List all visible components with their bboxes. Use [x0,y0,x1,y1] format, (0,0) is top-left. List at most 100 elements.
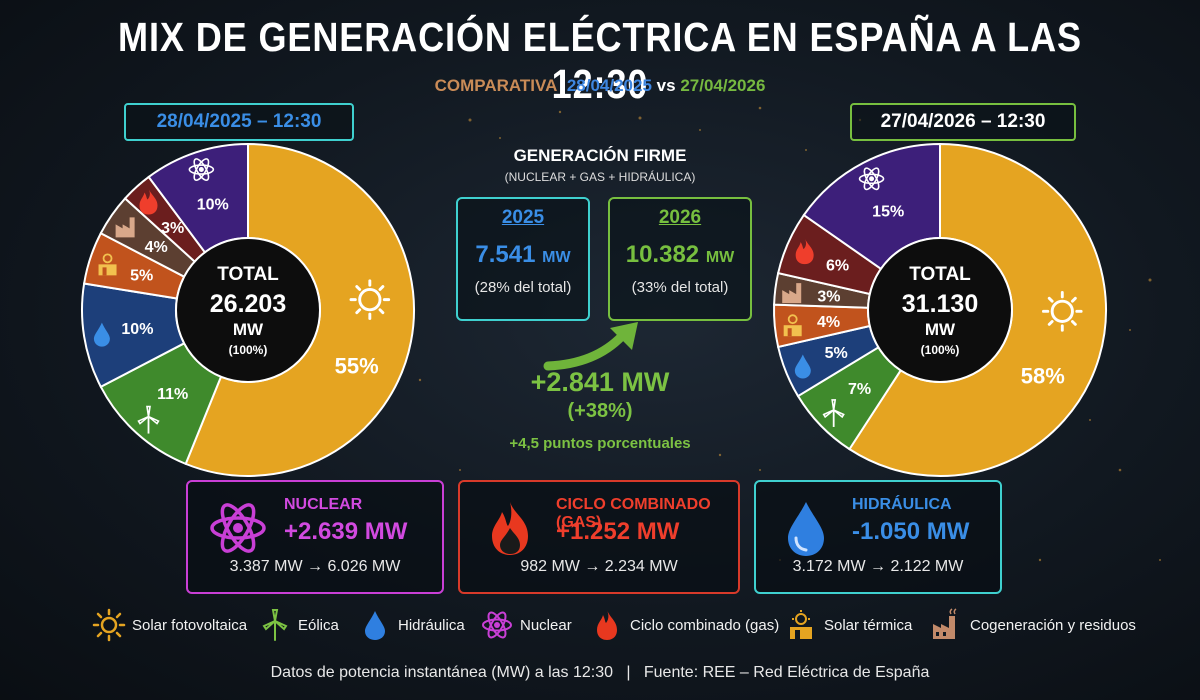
legend-item-gas: Ciclo combinado (gas) [590,603,779,647]
legend-label: Ciclo combinado (gas) [630,616,780,634]
date-badge-2026: 27/04/2026 – 12:30 [850,103,1076,141]
solar_pv-slice-icon [349,279,391,320]
nuclear-slice-icon [858,167,885,191]
page-title: MIX DE GENERACIÓN ELÉCTRICA EN ESPAÑA A … [118,14,1082,107]
slice-label-solar_thermal: 4% [817,314,840,331]
flame-icon [492,502,528,555]
card-gas: CICLO COMBINADO (GAS) +1.252 MW 982 MW →… [458,480,740,594]
firm-box-2026: 2026 10.382 MW (33% del total) [608,197,752,321]
legend-item-wind: Eólica [258,603,339,647]
solar_thermal-slice-icon [98,253,117,276]
legend-label: Hidráulica [398,616,465,634]
legend-item-solar-thermal: Solar térmica [784,603,912,647]
atom-icon [482,611,512,639]
firm-year-2025: 2025 [501,207,545,228]
delta-pct: (+38%) [567,400,633,422]
firm-delta: +2.841 MW (+38%) +4,5 puntos porcentuale… [440,367,760,452]
total-pct: (100%) [921,343,960,357]
donut-chart-2026: 58% 7% 5% 4% 3% 6% 15% TOTAL 31.130 MW (100%) [773,142,1107,477]
page-subtitle: COMPARATIVA 28/04/2025 vs 27/04/2026 [0,76,1200,96]
hydro-slice-icon [794,354,811,379]
firm-title: GENERACIÓN FIRME [513,146,687,165]
footer-left: Datos de potencia instantánea (MW) a las… [270,664,614,681]
factory-icon [933,608,957,639]
wind-slice-icon [822,399,845,427]
cogen-slice-icon [782,283,802,304]
slice-label-cogen: 4% [145,239,168,256]
footer: Datos de potencia instantánea (MW) a las… [0,664,1200,682]
slice-label-solar_pv: 58% [1021,364,1065,389]
legend-label: Solar térmica [824,616,913,634]
subtitle-prefix: COMPARATIVA [434,76,558,95]
card-nuclear-name: NUCLEAR [284,496,363,513]
firm-pct-2026: (33% del total) [631,279,729,296]
gas-slice-icon [795,238,814,265]
subtitle-date-b: 27/04/2026 [680,76,766,95]
slice-label-hydro: 10% [121,321,153,338]
flame-icon [597,610,617,640]
firm-value-2026: 10.382 MW [625,241,735,268]
total-value: 26.203 [210,290,286,318]
card-hydro: HIDRÁULICA -1.050 MW 3.172 MW → 2.122 MW [754,480,1002,594]
total-value: 31.130 [902,290,978,318]
water-drop-icon [365,611,385,640]
legend-item-solar: Solar fotovoltaica [92,603,247,647]
nuclear-slice-icon [188,158,215,181]
slice-label-solar_pv: 55% [335,354,379,379]
card-hydro-name: HIDRÁULICA [852,496,952,513]
sun-icon [92,608,126,642]
subtitle-date-a: 28/04/2025 [566,76,652,95]
card-gas-value: +1.252 MW [556,518,680,545]
footer-separator: | [626,664,631,681]
slice-label-gas: 6% [826,258,849,275]
legend: Solar fotovoltaica Eólica Hidráulica Nuc… [0,603,1200,647]
hydro-slice-icon [93,322,110,347]
slice-label-gas: 3% [161,220,184,237]
card-hydro-value: -1.050 MW [852,518,970,545]
legend-item-cogen: Cogeneración y residuos [930,603,1136,647]
firm-subtitle: (NUCLEAR + GAS + HIDRÁULICA) [504,170,696,184]
legend-label: Nuclear [520,616,572,634]
total-unit: MW [925,320,956,339]
wind-slice-icon [137,405,160,434]
gas-slice-icon [139,188,158,215]
water-drop-icon [788,502,824,556]
slice-label-nuclear: 15% [872,204,904,221]
total-unit: MW [233,320,264,339]
card-nuclear-range: 3.387 MW → 6.026 MW [229,558,401,575]
slice-label-solar_thermal: 5% [130,268,153,285]
delta-points: +4,5 puntos porcentuales [509,435,691,452]
firm-value-2025: 7.541 MW [475,241,571,268]
solar-thermal-icon [790,610,812,639]
card-gas-range: 982 MW → 2.234 MW [520,558,678,575]
cogen-slice-icon [115,217,135,238]
total-label: TOTAL [217,264,279,285]
date-badge-2025: 28/04/2025 – 12:30 [124,103,354,141]
slice-label-cogen: 3% [817,289,840,306]
slice-label-wind: 11% [157,386,188,403]
slice-label-wind: 7% [848,381,871,398]
firm-year-2026: 2026 [658,207,702,228]
solar_thermal-slice-icon [783,314,802,337]
subtitle-vs: vs [656,76,676,95]
growth-arrow-icon [543,322,638,371]
card-nuclear-value: +2.639 MW [284,518,408,545]
donut-chart-2025: 55% 11% 10% 5% 4% 3% 10% TOTAL 26.203 MW (100%) [81,142,415,477]
solar_pv-slice-icon [1041,291,1083,332]
card-hydro-range: 3.172 MW → 2.122 MW [792,558,964,575]
donut-center [867,237,1013,383]
atom-icon [210,503,266,553]
card-nuclear: NUCLEAR +2.639 MW 3.387 MW → 6.026 MW [186,480,444,594]
donut-center [175,237,321,383]
footer-right: Fuente: REE – Red Eléctrica de España [643,664,930,681]
delta-mw: +2.841 MW [530,367,670,397]
legend-label: Cogeneración y residuos [970,616,1136,634]
firm-pct-2025: (28% del total) [474,279,572,296]
legend-item-hydro: Hidráulica [358,603,465,647]
total-pct: (100%) [229,343,268,357]
wind-turbine-icon [262,609,288,641]
legend-label: Solar fotovoltaica [132,616,248,634]
legend-item-nuclear: Nuclear [480,603,572,647]
card-gas-name: CICLO COMBINADO (GAS) [556,496,711,531]
total-label: TOTAL [909,264,971,285]
